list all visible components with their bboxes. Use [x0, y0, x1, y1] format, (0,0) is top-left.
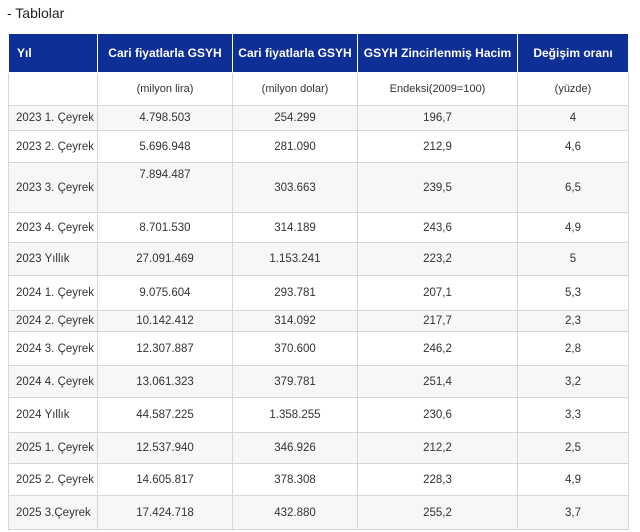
value-cell: 212,2 [357, 432, 518, 464]
table-row: 2023 Yıllık 27.091.469 1.153.241 223,2 5 [8, 242, 629, 276]
unit-cell-gsyh-lira: (milyon lira) [97, 72, 233, 106]
value-cell: 230,6 [357, 397, 518, 433]
period-cell: 2024 4. Çeyrek [8, 365, 98, 398]
value-cell: 432.880 [232, 495, 358, 530]
value-cell: 370.600 [232, 331, 358, 366]
table-body: 2023 1. Çeyrek 4.798.503 254.299 196,7 4 2023… [8, 105, 629, 530]
unit-cell-gsyh-dolar: (milyon dolar) [232, 72, 358, 106]
column-header-change-rate: Değişim oranı [517, 33, 629, 73]
value-cell: 6,5 [517, 162, 629, 213]
value-cell: 10.142.412 [97, 310, 233, 332]
period-cell: 2024 2. Çeyrek [8, 310, 98, 332]
table-row: 2023 3. Çeyrek 7.894.487 303.663 239,5 6,5 [8, 162, 629, 213]
value-cell: 293.781 [232, 275, 358, 311]
value-cell: 4.798.503 [97, 105, 233, 131]
page-title: - Tablolar [7, 5, 65, 21]
value-cell: 196,7 [357, 105, 518, 131]
period-cell: 2023 Yıllık [8, 242, 98, 276]
table-row: 2024 Yıllık 44.587.225 1.358.255 230,6 3,3 [8, 397, 629, 433]
gdp-table: Yıl Cari fiyatlarla GSYH Cari fiyatlarla… [8, 33, 629, 530]
unit-cell-change-rate: (yüzde) [517, 72, 629, 106]
value-cell: 4,9 [517, 463, 629, 496]
period-cell: 2024 3. Çeyrek [8, 331, 98, 366]
period-cell: 2023 1. Çeyrek [8, 105, 98, 131]
value-cell: 7.894.487 [97, 162, 233, 213]
column-header-year: Yıl [8, 33, 98, 73]
period-cell: 2023 4. Çeyrek [8, 212, 98, 243]
table-header-row: Yıl Cari fiyatlarla GSYH Cari fiyatlarla… [8, 33, 629, 73]
table-row: 2024 4. Çeyrek 13.061.323 379.781 251,4 3,2 [8, 365, 629, 398]
period-cell: 2024 1. Çeyrek [8, 275, 98, 311]
value-cell: 2,3 [517, 310, 629, 332]
period-cell: 2025 1. Çeyrek [8, 432, 98, 464]
period-cell: 2024 Yıllık [8, 397, 98, 433]
value-cell: 27.091.469 [97, 242, 233, 276]
value-cell: 13.061.323 [97, 365, 233, 398]
value-cell: 1.153.241 [232, 242, 358, 276]
value-cell: 1.358.255 [232, 397, 358, 433]
value-cell: 243,6 [357, 212, 518, 243]
value-cell: 3,3 [517, 397, 629, 433]
value-cell: 379.781 [232, 365, 358, 398]
value-cell: 223,2 [357, 242, 518, 276]
value-cell: 303.663 [232, 162, 358, 213]
value-cell: 5.696.948 [97, 130, 233, 163]
value-cell: 12.537.940 [97, 432, 233, 464]
value-cell: 212,9 [357, 130, 518, 163]
table-row: 2025 3.Çeyrek 17.424.718 432.880 255,2 3,7 [8, 495, 629, 530]
value-cell: 3,2 [517, 365, 629, 398]
column-header-chain-index: GSYH Zincirlenmiş Hacim [357, 33, 518, 73]
table-row: 2023 4. Çeyrek 8.701.530 314.189 243,6 4,9 [8, 212, 629, 243]
table-row: 2024 2. Çeyrek 10.142.412 314.092 217,7 2,3 [8, 310, 629, 332]
value-cell: 217,7 [357, 310, 518, 332]
value-cell: 239,5 [357, 162, 518, 213]
value-cell: 3,7 [517, 495, 629, 530]
value-cell: 2,8 [517, 331, 629, 366]
table-row: 2024 3. Çeyrek 12.307.887 370.600 246,2 2,8 [8, 331, 629, 366]
value-cell: 14.605.817 [97, 463, 233, 496]
value-cell: 314.189 [232, 212, 358, 243]
value-cell: 378.308 [232, 463, 358, 496]
value-cell: 314.092 [232, 310, 358, 332]
value-cell: 254.299 [232, 105, 358, 131]
unit-cell-year [8, 72, 98, 106]
column-header-gsyh-lira: Cari fiyatlarla GSYH [97, 33, 233, 73]
value-cell: 4,6 [517, 130, 629, 163]
period-cell: 2023 3. Çeyrek [8, 162, 98, 213]
value-cell: 346.926 [232, 432, 358, 464]
value-cell: 246,2 [357, 331, 518, 366]
value-cell: 207,1 [357, 275, 518, 311]
table-row: 2024 1. Çeyrek 9.075.604 293.781 207,1 5,3 [8, 275, 629, 311]
value-cell: 4,9 [517, 212, 629, 243]
value-cell: 9.075.604 [97, 275, 233, 311]
value-cell: 8.701.530 [97, 212, 233, 243]
unit-cell-chain-index: Endeksi(2009=100) [357, 72, 518, 106]
column-header-gsyh-dolar: Cari fiyatlarla GSYH [232, 33, 358, 73]
table-row: 2023 1. Çeyrek 4.798.503 254.299 196,7 4 [8, 105, 629, 131]
value-cell: 255,2 [357, 495, 518, 530]
value-cell: 251,4 [357, 365, 518, 398]
value-cell: 4 [517, 105, 629, 131]
period-cell: 2025 3.Çeyrek [8, 495, 98, 530]
value-cell: 12.307.887 [97, 331, 233, 366]
value-cell: 228,3 [357, 463, 518, 496]
value-cell: 2,5 [517, 432, 629, 464]
table-units-row: (milyon lira) (milyon dolar) Endeksi(200… [8, 72, 629, 106]
period-cell: 2025 2. Çeyrek [8, 463, 98, 496]
value-cell: 17.424.718 [97, 495, 233, 530]
table-row: 2025 2. Çeyrek 14.605.817 378.308 228,3 4,9 [8, 463, 629, 496]
value-cell: 5,3 [517, 275, 629, 311]
table-row: 2025 1. Çeyrek 12.537.940 346.926 212,2 2,5 [8, 432, 629, 464]
value-cell: 281.090 [232, 130, 358, 163]
value-cell: 44.587.225 [97, 397, 233, 433]
value-cell: 5 [517, 242, 629, 276]
table-row: 2023 2. Çeyrek 5.696.948 281.090 212,9 4,6 [8, 130, 629, 163]
period-cell: 2023 2. Çeyrek [8, 130, 98, 163]
